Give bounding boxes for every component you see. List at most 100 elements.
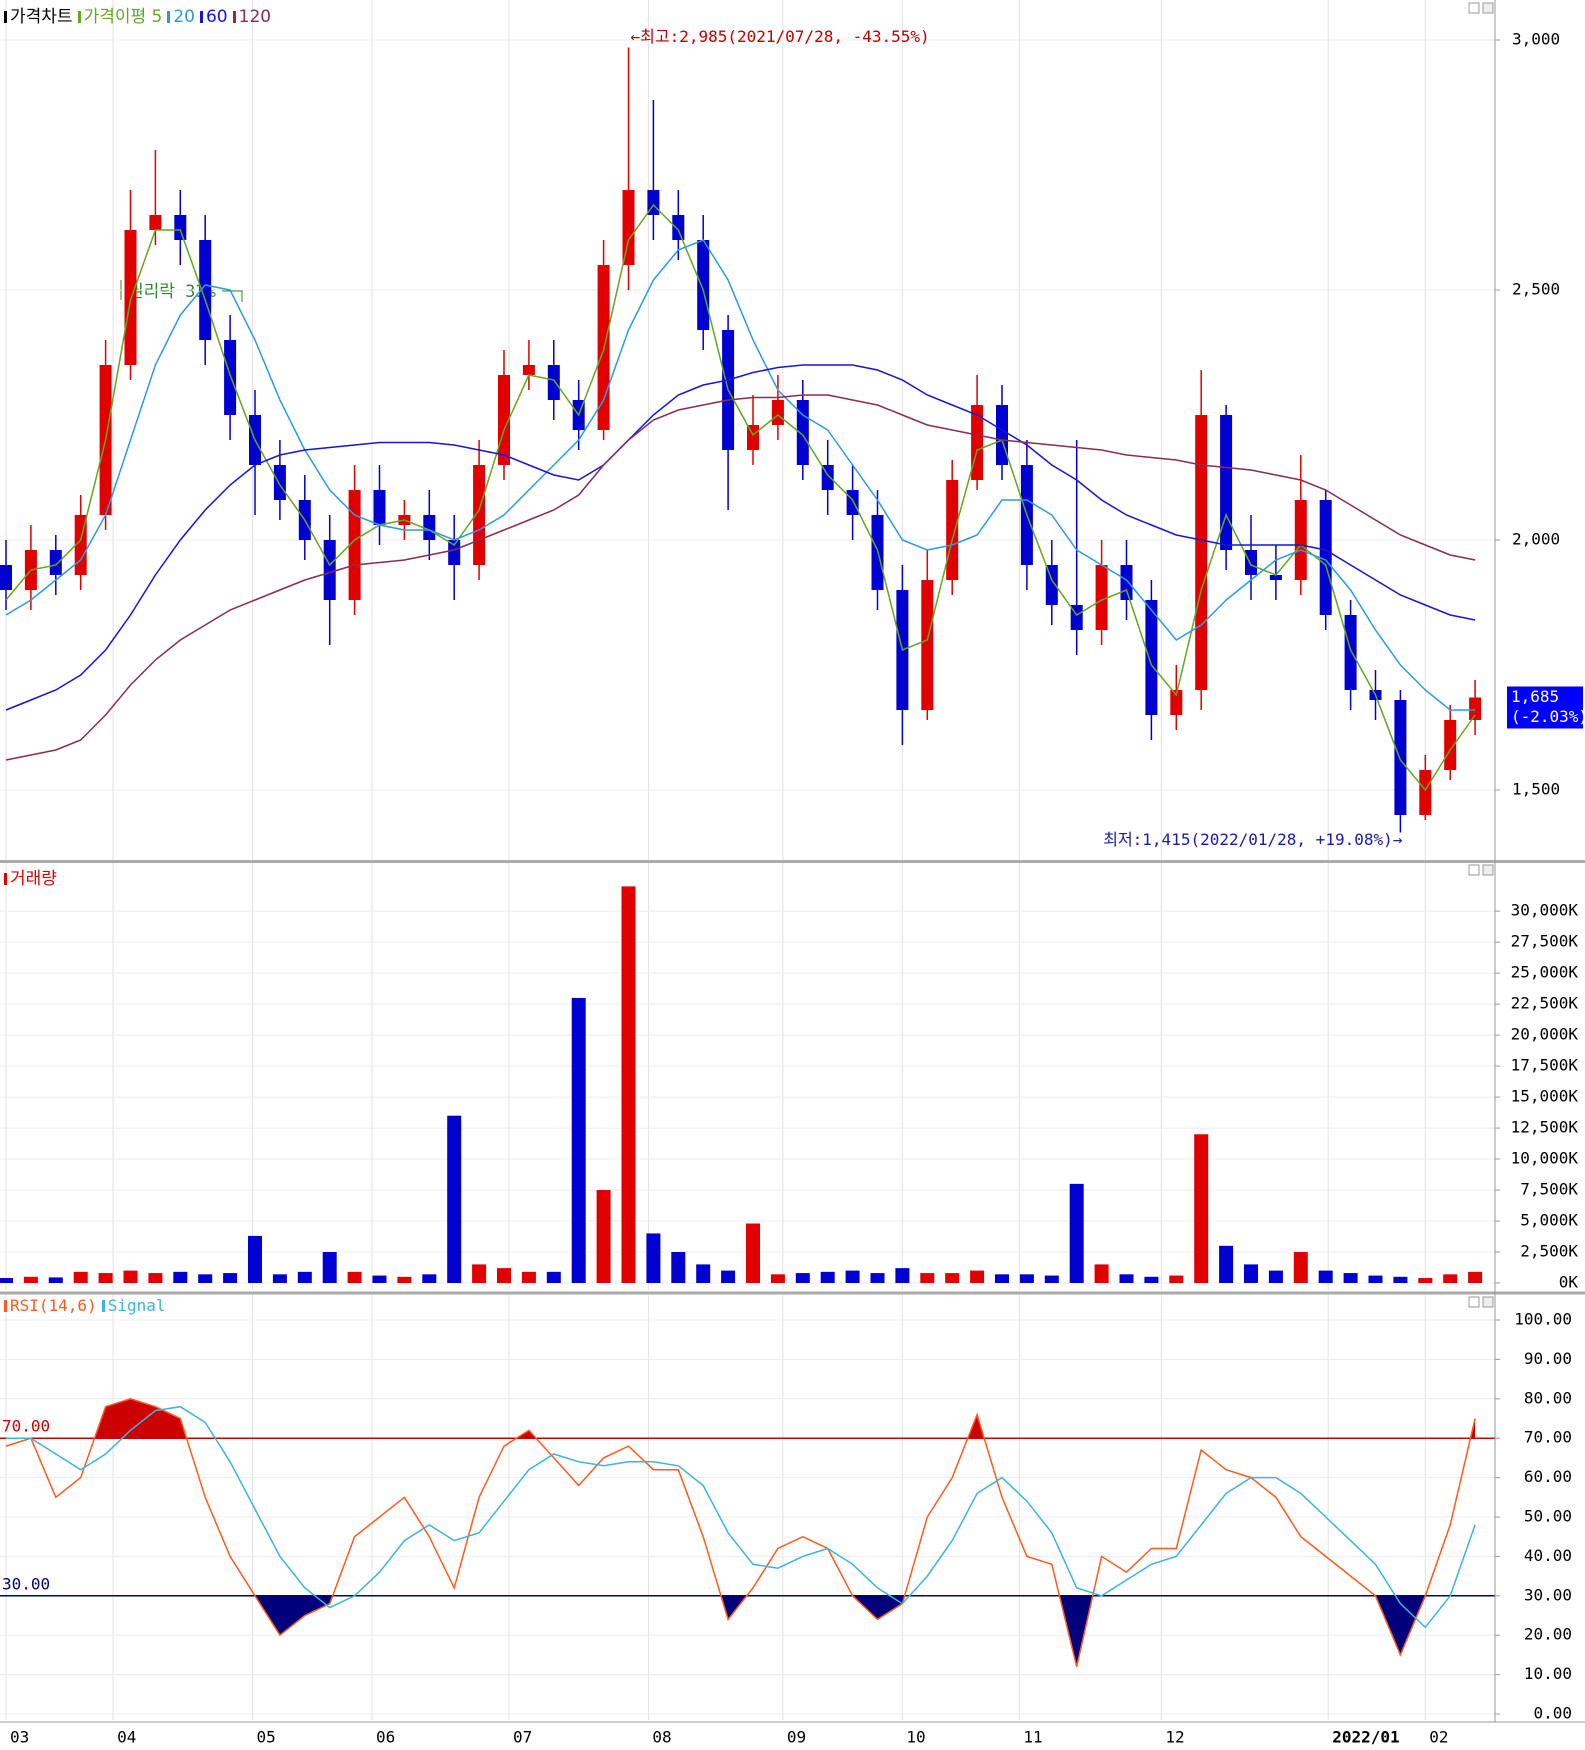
panel-button[interactable] bbox=[1468, 864, 1480, 876]
overbought-fill bbox=[6, 1398, 1476, 1439]
panel-button[interactable] bbox=[1482, 2, 1494, 14]
candle-body bbox=[622, 190, 635, 265]
volume-bar bbox=[721, 1270, 736, 1283]
y-tick-label: 70.00 bbox=[1524, 1428, 1572, 1447]
volume-bar bbox=[497, 1268, 511, 1283]
panel-button[interactable] bbox=[1482, 864, 1494, 876]
volume-bar bbox=[945, 1273, 960, 1283]
y-tick-label: 15,000K bbox=[1511, 1087, 1579, 1106]
y-tick-label: 30,000K bbox=[1511, 901, 1579, 920]
y-tick-label: 0.00 bbox=[1533, 1704, 1572, 1723]
candle-body bbox=[1045, 565, 1058, 605]
candle-body bbox=[1170, 690, 1183, 715]
volume-bar bbox=[198, 1274, 213, 1283]
volume-bar bbox=[472, 1264, 487, 1283]
candle-body bbox=[522, 365, 535, 375]
legend-item: 가격차트 bbox=[4, 7, 73, 27]
volume-bar bbox=[1418, 1278, 1433, 1283]
candle-body bbox=[1269, 575, 1282, 580]
y-tick-label: 2,000 bbox=[1512, 530, 1560, 549]
low-annotation: 최저:1,415(2022/01/28, +19.08%)→ bbox=[1103, 830, 1403, 849]
candle-body bbox=[1344, 615, 1357, 690]
y-tick-label: 30.00 bbox=[1524, 1585, 1572, 1604]
candle-body bbox=[348, 490, 361, 600]
y-tick-label: 2,500 bbox=[1512, 280, 1560, 299]
y-tick-label: 50.00 bbox=[1524, 1507, 1572, 1526]
volume-bar bbox=[1443, 1274, 1458, 1283]
volume-bar bbox=[148, 1273, 163, 1283]
volume-bar bbox=[795, 1273, 810, 1283]
level-label: 70.00 bbox=[2, 1417, 50, 1436]
candle-body bbox=[1095, 565, 1108, 630]
moving-average bbox=[5, 364, 1476, 711]
candle-body bbox=[1195, 415, 1208, 690]
y-tick-label: 60.00 bbox=[1524, 1467, 1572, 1486]
x-tick-label: 04 bbox=[117, 1728, 136, 1747]
volume-bar bbox=[322, 1252, 337, 1283]
x-tick-label: 11 bbox=[1023, 1728, 1042, 1747]
y-tick-label: 0K bbox=[1559, 1273, 1579, 1292]
candle-body bbox=[1394, 700, 1407, 815]
volume-bar bbox=[347, 1271, 362, 1283]
rights-note: 권리락 33% bbox=[128, 282, 216, 302]
x-tick-label: 08 bbox=[652, 1728, 671, 1747]
last-change: (-2.03%) bbox=[1511, 707, 1585, 726]
volume-bar bbox=[272, 1274, 287, 1283]
volume-bar bbox=[372, 1275, 387, 1283]
x-tick-label: 05 bbox=[257, 1728, 276, 1747]
candle-body bbox=[996, 405, 1008, 465]
panel-1 bbox=[0, 863, 1495, 1290]
volume-bar bbox=[696, 1264, 711, 1283]
panel-button[interactable] bbox=[1468, 2, 1480, 14]
y-tick-label: 27,500K bbox=[1511, 932, 1579, 951]
candle-body bbox=[1319, 500, 1332, 615]
panel-0 bbox=[0, 0, 1495, 860]
volume-bar bbox=[895, 1268, 910, 1283]
panel-button[interactable] bbox=[1468, 1296, 1480, 1308]
volume-bar bbox=[123, 1270, 138, 1283]
volume-bar bbox=[48, 1277, 63, 1283]
candle-body bbox=[448, 540, 461, 565]
volume-bar bbox=[1144, 1276, 1159, 1283]
candle-body bbox=[224, 340, 237, 415]
volume-bar bbox=[1468, 1271, 1483, 1283]
legend-item: 120 bbox=[233, 7, 271, 27]
candle-body bbox=[771, 400, 784, 425]
candle-body bbox=[1220, 415, 1233, 550]
y-tick-label: 80.00 bbox=[1524, 1388, 1572, 1407]
volume-bar bbox=[920, 1273, 935, 1283]
candle-body bbox=[1245, 550, 1257, 575]
candle-body bbox=[971, 405, 984, 480]
volume-bar bbox=[1293, 1252, 1308, 1283]
y-tick-label: 10.00 bbox=[1524, 1664, 1572, 1683]
y-tick-label: 90.00 bbox=[1524, 1349, 1572, 1368]
candle-body bbox=[0, 565, 12, 590]
y-tick-label: 1,500 bbox=[1512, 780, 1560, 799]
candle-body bbox=[174, 215, 187, 240]
volume-bar bbox=[571, 997, 586, 1283]
volume-bar bbox=[173, 1271, 188, 1283]
y-tick-label: 12,500K bbox=[1511, 1118, 1579, 1137]
legend-item: 거래량 bbox=[4, 869, 57, 889]
candle-body bbox=[747, 425, 759, 450]
panel-2 bbox=[0, 1295, 1495, 1720]
y-tick-label: 20.00 bbox=[1524, 1625, 1572, 1644]
x-tick-label: 12 bbox=[1165, 1728, 1184, 1747]
y-tick-label: 100.00 bbox=[1514, 1310, 1572, 1329]
volume-bar bbox=[0, 1278, 13, 1283]
candle-body bbox=[1444, 720, 1457, 770]
legend-item: 60 bbox=[200, 7, 228, 27]
volume-bar bbox=[1393, 1276, 1408, 1283]
volume-bar bbox=[1244, 1264, 1258, 1283]
candle-body bbox=[149, 215, 162, 230]
volume-bar bbox=[1219, 1245, 1234, 1283]
panel-button[interactable] bbox=[1482, 1296, 1494, 1308]
y-tick-label: 7,500K bbox=[1520, 1180, 1578, 1199]
volume-bar bbox=[671, 1252, 686, 1283]
y-tick-label: 22,500K bbox=[1511, 994, 1579, 1013]
volume-bar bbox=[23, 1276, 38, 1283]
candle-body bbox=[273, 465, 286, 500]
volume-bar bbox=[995, 1274, 1009, 1283]
